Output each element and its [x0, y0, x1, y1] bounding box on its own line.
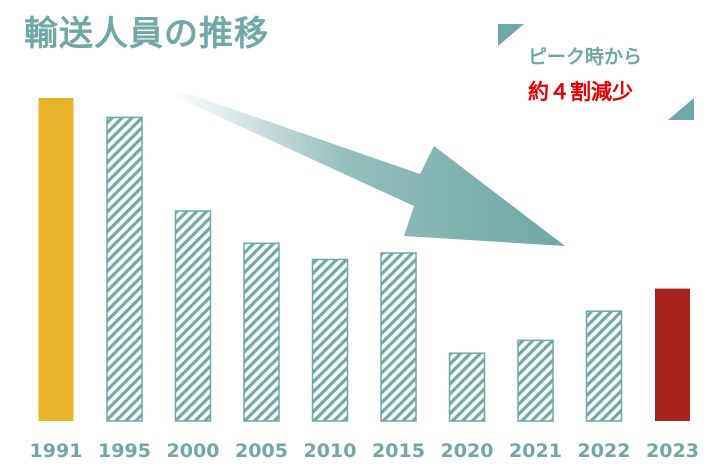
bar-2010 — [311, 258, 349, 422]
x-tick-label-2005: 2005 — [235, 440, 288, 462]
bar-2015 — [380, 252, 417, 422]
bar-2000 — [174, 210, 212, 422]
callout-corner-top-left — [498, 24, 524, 46]
x-tick-label-2023: 2023 — [646, 440, 699, 462]
annotation-peak-text: ピーク時から — [528, 46, 643, 68]
x-tick-label-2021: 2021 — [509, 440, 562, 462]
x-tick-label-2022: 2022 — [578, 440, 631, 462]
x-tick-label-1991: 1991 — [30, 440, 83, 462]
bar-2022 — [585, 310, 623, 422]
trend-arrow — [172, 92, 565, 246]
x-tick-label-2000: 2000 — [167, 440, 220, 462]
x-tick-label-1995: 1995 — [98, 440, 151, 462]
bar-2020 — [448, 352, 486, 422]
bar-1995 — [106, 116, 143, 422]
x-tick-label-2015: 2015 — [372, 440, 425, 462]
x-tick-label-2010: 2010 — [304, 440, 357, 462]
x-tick-label-2020: 2020 — [441, 440, 494, 462]
callout-corner-bottom-right — [668, 98, 694, 120]
annotation-decrease-text: 約４割減少 — [528, 80, 633, 104]
bar-2005 — [243, 242, 280, 422]
bar-2021 — [517, 339, 554, 422]
bar-2023 — [655, 288, 690, 421]
chart-title: 輸送人員の推移 — [24, 14, 269, 54]
bar-1991 — [38, 98, 74, 421]
